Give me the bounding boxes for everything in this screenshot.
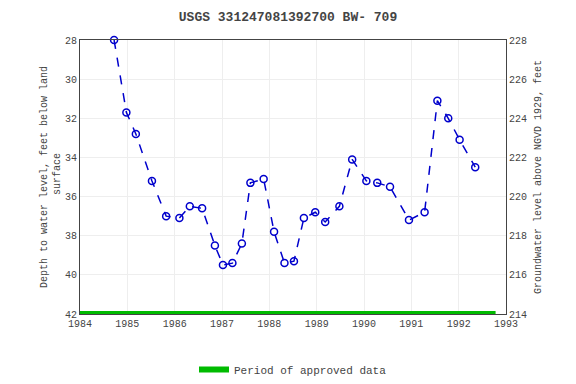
- svg-text:222: 222: [509, 153, 527, 164]
- svg-text:1986: 1986: [163, 319, 187, 330]
- svg-text:1987: 1987: [210, 319, 234, 330]
- svg-text:224: 224: [509, 114, 527, 125]
- svg-text:218: 218: [509, 231, 527, 242]
- svg-text:214: 214: [509, 310, 527, 321]
- svg-text:Period of approved data: Period of approved data: [234, 365, 386, 377]
- svg-text:1985: 1985: [115, 319, 139, 330]
- svg-text:42: 42: [65, 310, 77, 321]
- svg-text:40: 40: [65, 270, 77, 281]
- svg-text:1989: 1989: [305, 319, 329, 330]
- svg-text:1992: 1992: [447, 319, 471, 330]
- svg-text:1993: 1993: [494, 319, 518, 330]
- svg-text:34: 34: [65, 153, 77, 164]
- svg-text:38: 38: [65, 231, 77, 242]
- svg-text:228: 228: [509, 36, 527, 47]
- svg-text:1990: 1990: [352, 319, 376, 330]
- svg-text:Groundwater level above NGVD 1: Groundwater level above NGVD 1929, feet: [533, 60, 544, 294]
- svg-text:1984: 1984: [68, 319, 92, 330]
- svg-text:226: 226: [509, 75, 527, 86]
- svg-text:36: 36: [65, 192, 77, 203]
- svg-text:30: 30: [65, 75, 77, 86]
- svg-text:Depth to water level, feet bel: Depth to water level, feet below land su…: [39, 66, 63, 288]
- svg-text:32: 32: [65, 114, 77, 125]
- svg-text:28: 28: [65, 36, 77, 47]
- svg-text:1988: 1988: [257, 319, 281, 330]
- svg-text:220: 220: [509, 192, 527, 203]
- svg-text:216: 216: [509, 270, 527, 281]
- svg-text:1991: 1991: [399, 319, 423, 330]
- svg-text:USGS 331247081392700 BW- 709: USGS 331247081392700 BW- 709: [179, 10, 398, 25]
